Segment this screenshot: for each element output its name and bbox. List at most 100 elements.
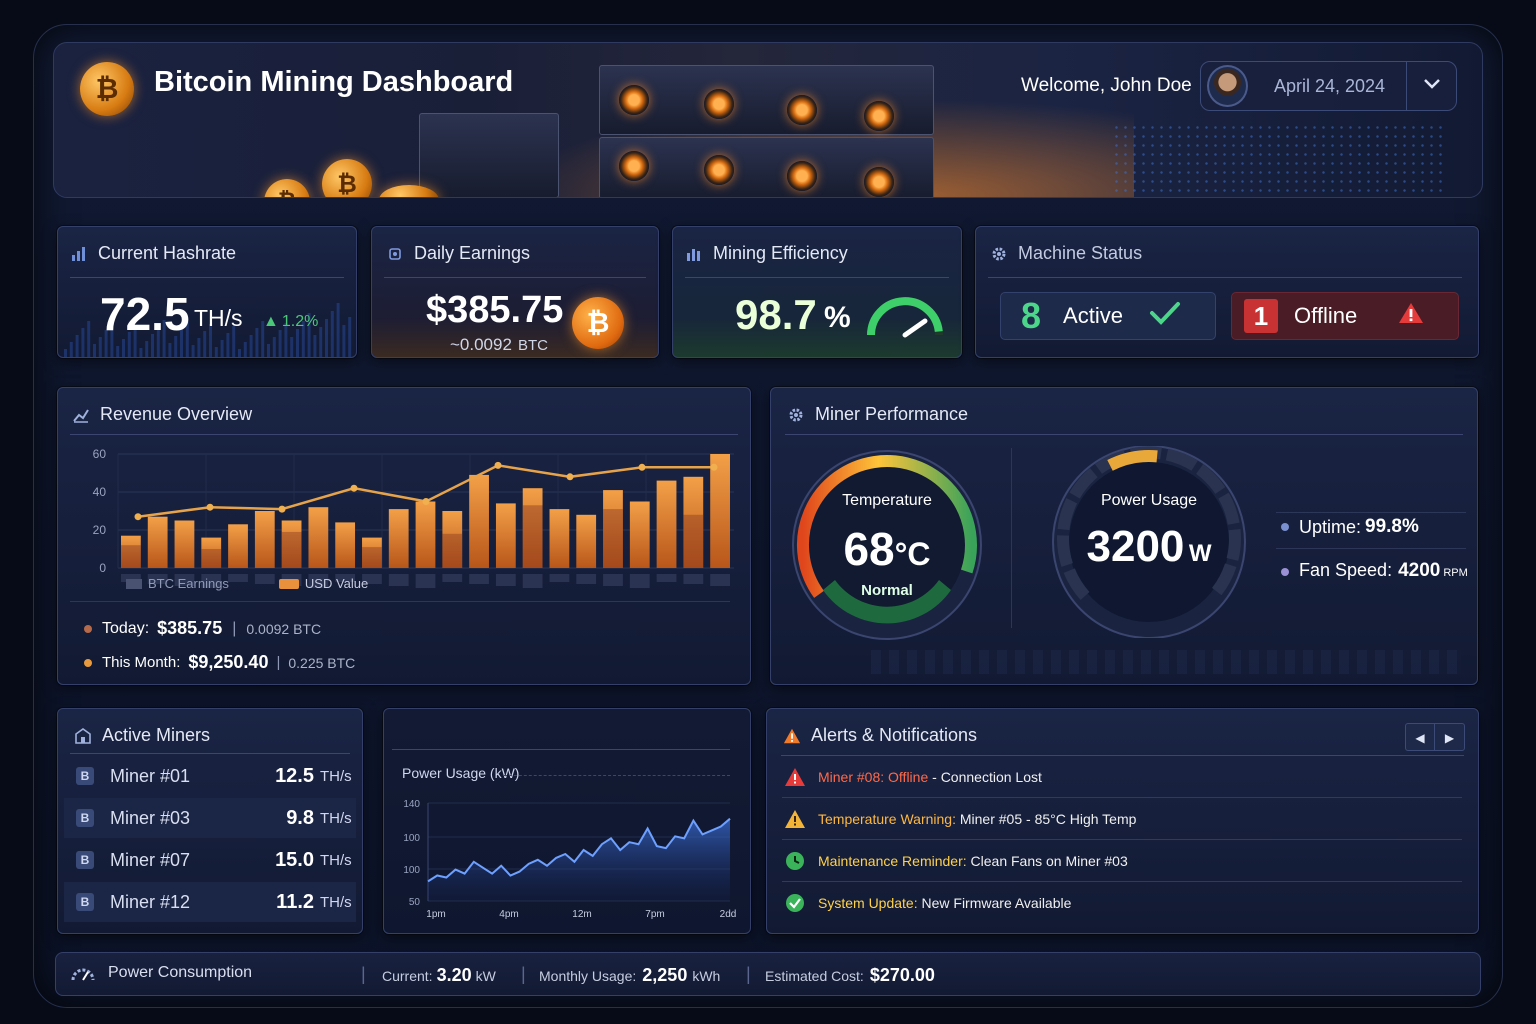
usd-bar[interactable] <box>576 514 597 568</box>
btc-bar[interactable] <box>442 533 463 568</box>
trend-point[interactable] <box>350 484 358 492</box>
temperature-status: Normal <box>861 582 913 599</box>
btc-bar[interactable] <box>522 505 543 568</box>
usd-bar[interactable] <box>710 454 730 568</box>
bar-reflection <box>656 574 677 582</box>
stats-icon <box>687 248 700 261</box>
efficiency-label: Mining Efficiency <box>713 243 848 263</box>
earnings-btc-unit: BTC <box>517 337 548 354</box>
trend-point[interactable] <box>710 463 718 471</box>
trend-point[interactable] <box>638 463 646 471</box>
user-date-selector[interactable]: April 24, 2024 <box>1200 61 1457 111</box>
alert-text: - Connection Lost <box>928 769 1042 785</box>
bar-reflection <box>121 574 141 582</box>
usd-bar[interactable] <box>469 474 489 568</box>
y-tick-label: 50 <box>409 897 421 908</box>
caret-right-icon[interactable]: ▶ <box>1444 731 1455 745</box>
btc-bar[interactable] <box>281 531 302 568</box>
building-icon <box>75 727 91 744</box>
miner-row[interactable]: B Miner #07 15.0 TH/s <box>64 840 356 880</box>
usd-bar[interactable] <box>522 488 543 568</box>
trend-point[interactable] <box>206 503 214 511</box>
bar-reflection <box>495 574 516 586</box>
alert-item[interactable]: Maintenance Reminder: Clean Fans on Mine… <box>782 841 1462 881</box>
power-gauge <box>1052 446 1246 638</box>
usd-bar[interactable] <box>495 503 516 568</box>
usd-bar[interactable] <box>683 476 704 568</box>
usd-bar[interactable] <box>201 537 222 568</box>
usd-bar[interactable] <box>308 507 329 568</box>
usd-bar[interactable] <box>442 511 463 568</box>
usd-bar[interactable] <box>629 501 650 569</box>
x-tick-label: 7pm <box>645 909 664 920</box>
hashrate-card: Current Hashrate 72.5 TH/s ▲ 1.2% <box>57 226 357 358</box>
estimated-cost: Estimated Cost: $270.00 <box>765 965 935 986</box>
chevron-down-icon[interactable] <box>1407 77 1456 95</box>
active-status-pill[interactable]: 8 Active <box>1000 292 1216 340</box>
miner-row[interactable]: B Miner #03 9.8 TH/s <box>64 798 356 838</box>
performance-title: Miner Performance <box>815 404 969 424</box>
usd-bar[interactable] <box>174 520 195 569</box>
trend-point[interactable] <box>494 461 502 469</box>
bar-reflection <box>147 574 168 584</box>
y-tick-label: 100 <box>403 833 420 844</box>
usd-bar[interactable] <box>147 516 168 568</box>
fan-speed-value: 4200 <box>1398 560 1441 581</box>
usd-bar[interactable] <box>281 520 302 569</box>
avatar[interactable] <box>1207 65 1248 107</box>
trend-point[interactable] <box>422 498 430 505</box>
legend-btc-swatch <box>126 578 142 589</box>
trend-point[interactable] <box>134 513 142 521</box>
efficiency-card: Mining Efficiency 98.7 % <box>672 226 962 358</box>
btc-bar[interactable] <box>201 549 222 568</box>
alert-item[interactable]: System Update: New Firmware Available <box>782 883 1462 923</box>
btc-bar[interactable] <box>121 545 141 568</box>
legend-btc[interactable]: BTC Earnings <box>126 576 229 591</box>
miner-row[interactable]: B Miner #01 12.5 TH/s <box>64 756 356 796</box>
usd-bar[interactable] <box>549 509 570 568</box>
server-rack <box>419 113 559 197</box>
alert-heading: Temperature Warning: <box>818 811 956 827</box>
usd-bar[interactable] <box>388 509 409 568</box>
miner-row[interactable]: B Miner #12 11.2 TH/s <box>64 882 356 922</box>
offline-status-pill[interactable]: 1 Offline <box>1231 292 1459 340</box>
bar-chart-icon <box>72 246 85 261</box>
usd-bar[interactable] <box>254 511 275 568</box>
today-btc: 0.0092 BTC <box>246 620 322 637</box>
usd-bar[interactable] <box>228 524 248 568</box>
legend-usd-swatch <box>278 578 299 589</box>
month-summary: This Month: $9,250.40 | 0.225 BTC <box>84 652 355 673</box>
active-count: 8 <box>1021 295 1042 336</box>
btc-bar[interactable] <box>683 514 704 568</box>
usd-bar[interactable] <box>656 480 677 568</box>
miner-rate-unit: TH/s <box>320 893 352 911</box>
bar-reflection <box>710 574 730 586</box>
revenue-chart: 60 40 20 0 <box>93 447 734 588</box>
cost-value: $270.00 <box>869 965 935 985</box>
legend-usd[interactable]: USD Value <box>278 576 368 591</box>
usd-bar[interactable] <box>121 535 141 568</box>
hashrate-value: 72.5 <box>100 288 190 340</box>
power-value: 3200 <box>1086 522 1185 571</box>
warning-triangle-icon <box>784 808 806 830</box>
usd-bar[interactable] <box>415 501 436 569</box>
alert-text: Clean Fans on Miner #03 <box>966 853 1128 869</box>
btc-bar[interactable] <box>362 547 382 568</box>
btc-bar[interactable] <box>603 509 623 568</box>
alert-item[interactable]: Temperature Warning: Miner #05 - 85°C Hi… <box>782 799 1462 839</box>
alert-item[interactable]: Miner #08: Offline - Connection Lost <box>782 757 1462 797</box>
usd-bar[interactable] <box>362 537 382 568</box>
revenue-title: Revenue Overview <box>100 404 253 424</box>
trend-point[interactable] <box>566 473 574 481</box>
today-label: Today: <box>102 619 150 637</box>
miner-name: Miner #01 <box>110 765 191 786</box>
miner-icon: B <box>76 809 94 827</box>
trend-point[interactable] <box>278 505 286 513</box>
usd-bar[interactable] <box>603 490 623 568</box>
usd-bar[interactable] <box>335 522 356 568</box>
bitcoin-coin-icon: ₿ <box>322 159 372 197</box>
welcome-text: Welcome, John Doe <box>1021 75 1192 96</box>
monthly-unit: kWh <box>692 968 721 984</box>
caret-left-icon[interactable]: ◀ <box>1406 724 1436 750</box>
clock-icon <box>784 850 806 872</box>
